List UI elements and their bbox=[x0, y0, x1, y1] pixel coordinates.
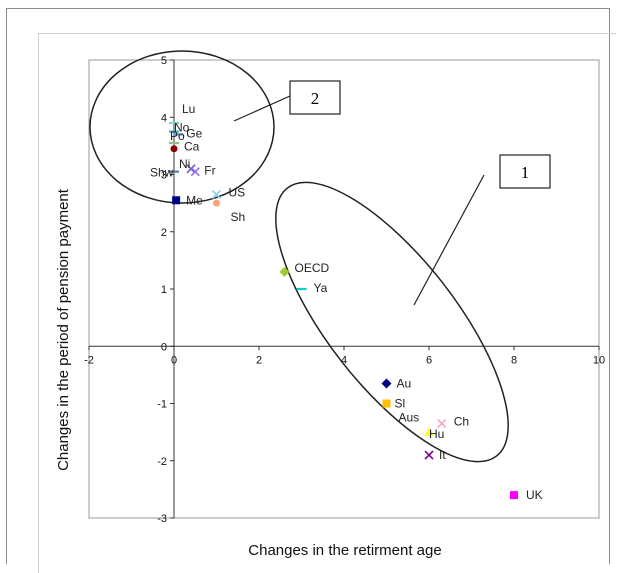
x-tick-label: 0 bbox=[171, 354, 177, 366]
callout-1-line bbox=[413, 174, 485, 306]
axes: -2 0 2 4 6 8 10 -3 -2 -1 0 1 2 3 4 5 bbox=[84, 55, 605, 525]
point-sh bbox=[213, 199, 220, 207]
x-axis-label: Changes in the retirment age bbox=[248, 542, 441, 559]
y-tick-label: 4 bbox=[161, 112, 167, 124]
cluster-2-ellipse bbox=[89, 50, 275, 204]
x-tick-label: 8 bbox=[511, 354, 517, 366]
callout-2-box bbox=[289, 80, 341, 115]
callout-2-label: 2 bbox=[311, 89, 320, 108]
point-label-ca: Ca bbox=[184, 140, 200, 154]
point-ni bbox=[186, 164, 196, 174]
point-au bbox=[381, 378, 392, 389]
point-oecd bbox=[279, 266, 290, 277]
point-label-sh: Sh bbox=[231, 210, 246, 224]
point-ch bbox=[437, 418, 447, 429]
point-label-aus: Aus bbox=[399, 411, 420, 425]
y-axis-label: Changes in the period of pension payment bbox=[55, 188, 72, 471]
cluster-ellipses bbox=[89, 50, 509, 463]
y-tick-label: 1 bbox=[161, 284, 167, 296]
callouts: 2 1 bbox=[233, 80, 551, 306]
point-label-au: Au bbox=[397, 376, 412, 390]
point-label-hu: Hu bbox=[429, 427, 444, 441]
point-label-ch: Ch bbox=[454, 415, 469, 429]
point-it bbox=[424, 450, 434, 460]
point-label-po: Po bbox=[170, 129, 185, 143]
point-sl bbox=[382, 399, 391, 408]
cluster-1-ellipse bbox=[275, 181, 509, 463]
point-label-it: It bbox=[439, 448, 446, 462]
point-uk bbox=[510, 491, 518, 500]
point-me bbox=[172, 196, 181, 205]
figure-inner-border bbox=[38, 33, 616, 573]
y-tick-label: 2 bbox=[161, 227, 167, 239]
point-label-ni: Ni bbox=[179, 157, 190, 171]
point-label-fr: Fr bbox=[204, 164, 215, 178]
y-tick-label: -3 bbox=[157, 513, 167, 525]
point-label-shw: Shw bbox=[150, 166, 174, 180]
y-tick-label: -1 bbox=[157, 399, 167, 411]
point-label-ya: Ya bbox=[314, 281, 328, 295]
x-tick-label: -2 bbox=[84, 354, 94, 366]
point-ca bbox=[170, 145, 178, 153]
callout-1-label: 1 bbox=[521, 163, 530, 182]
point-label-sl: Sl bbox=[395, 397, 406, 411]
y-tick-label: 0 bbox=[161, 341, 167, 353]
callout-2-line bbox=[233, 95, 291, 122]
point-label-us: US bbox=[229, 186, 246, 200]
point-label-lu: Lu bbox=[182, 102, 195, 116]
point-label-oecd: OECD bbox=[295, 261, 330, 275]
y-tick-label: -2 bbox=[157, 456, 167, 468]
point-hu bbox=[424, 427, 434, 437]
y-tick-label: 5 bbox=[161, 55, 167, 67]
point-fr bbox=[190, 167, 200, 177]
point-label-uk: UK bbox=[526, 488, 543, 502]
x-tick-label: 2 bbox=[256, 354, 262, 366]
x-tick-label: 6 bbox=[426, 354, 432, 366]
point-label-ge: Ge bbox=[186, 126, 202, 140]
x-tick-label: 10 bbox=[593, 354, 605, 366]
x-tick-label: 4 bbox=[341, 354, 347, 366]
plot-area bbox=[88, 59, 600, 519]
y-tick-label: 3 bbox=[161, 170, 167, 182]
point-us bbox=[211, 189, 222, 200]
callout-1-box bbox=[499, 154, 551, 189]
point-label-no: No bbox=[174, 121, 190, 135]
point-label-me: Me bbox=[186, 193, 203, 207]
